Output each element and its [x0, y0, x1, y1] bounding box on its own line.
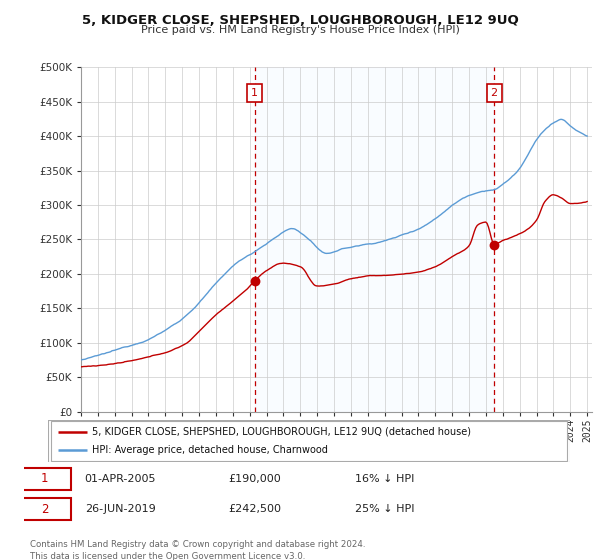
Bar	[254, 67, 494, 412]
Text: 1: 1	[41, 473, 48, 486]
Text: £190,000: £190,000	[228, 474, 281, 484]
Text: 16% ↓ HPI: 16% ↓ HPI	[355, 474, 415, 484]
Text: Price paid vs. HM Land Registry's House Price Index (HPI): Price paid vs. HM Land Registry's House …	[140, 25, 460, 35]
Point	[490, 240, 499, 249]
Text: £242,500: £242,500	[228, 504, 281, 514]
FancyBboxPatch shape	[19, 468, 71, 490]
Text: 2: 2	[491, 88, 498, 99]
Text: Contains HM Land Registry data © Crown copyright and database right 2024.
This d: Contains HM Land Registry data © Crown c…	[30, 540, 365, 560]
FancyBboxPatch shape	[50, 421, 568, 461]
Text: 5, KIDGER CLOSE, SHEPSHED, LOUGHBOROUGH, LE12 9UQ: 5, KIDGER CLOSE, SHEPSHED, LOUGHBOROUGH,…	[82, 14, 518, 27]
Text: 2: 2	[41, 503, 48, 516]
Point	[250, 276, 259, 285]
Text: 1: 1	[251, 88, 258, 99]
Text: HPI: Average price, detached house, Charnwood: HPI: Average price, detached house, Char…	[92, 445, 328, 455]
Text: 25% ↓ HPI: 25% ↓ HPI	[355, 504, 415, 514]
Text: 01-APR-2005: 01-APR-2005	[85, 474, 156, 484]
FancyBboxPatch shape	[19, 498, 71, 520]
Text: 5, KIDGER CLOSE, SHEPSHED, LOUGHBOROUGH, LE12 9UQ (detached house): 5, KIDGER CLOSE, SHEPSHED, LOUGHBOROUGH,…	[92, 427, 472, 437]
Text: 26-JUN-2019: 26-JUN-2019	[85, 504, 155, 514]
